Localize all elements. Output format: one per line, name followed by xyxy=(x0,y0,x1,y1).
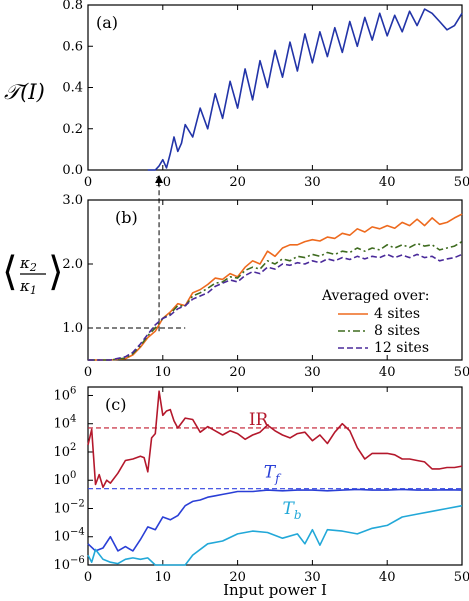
panel-c-ytick-label-6: 10 xyxy=(53,388,70,403)
panel-b-xtick-label-3: 30 xyxy=(304,365,321,380)
panel-b-ytick-label-1: 2.0 xyxy=(62,257,83,272)
panel-a-tag: (a) xyxy=(96,13,118,32)
panel-a-lines xyxy=(147,8,463,171)
panel-b-xtick-label-1: 10 xyxy=(155,365,172,380)
panel-a-ylabel: 𝒯(I) xyxy=(4,80,45,104)
panel-c-ytick-label-0: 10 xyxy=(53,558,70,573)
panel-a-xtick-label-2: 20 xyxy=(229,175,246,190)
panel-c-lines xyxy=(87,390,463,566)
panel-b-xtick-label-2: 20 xyxy=(229,365,246,380)
panel-a-xtick-label-3: 30 xyxy=(304,175,321,190)
panel-c-ytick-exp-4: 2 xyxy=(70,442,76,453)
panel-c-xtick-label-1: 10 xyxy=(155,570,172,585)
panel-a-xtick-label-4: 40 xyxy=(379,175,396,190)
panel-b-ytick-label-2: 3.0 xyxy=(62,193,83,208)
panel-c-ytick-exp-5: 4 xyxy=(70,414,76,425)
panel-c-series-0 xyxy=(87,390,463,489)
panel-c-series-2 xyxy=(87,504,463,566)
panel-c-ytick-exp-3: 0 xyxy=(70,470,76,481)
panel-c-ytick-label-3: 10 xyxy=(53,473,70,488)
panel-b-series-0 xyxy=(88,213,463,361)
legend-title: Averaged over: xyxy=(321,288,429,304)
panel-c-frame xyxy=(87,386,463,566)
panel-a: (a) 𝒯(I) 0 10 20 30 40 500.00.20.40.60.8 xyxy=(4,0,469,190)
panel-a-ytick-label-0: 0.0 xyxy=(62,163,83,178)
panel-b-arrowhead-1 xyxy=(155,175,164,183)
panel-b-tag: (b) xyxy=(115,208,138,227)
panel-c-series-label-sub-2: b xyxy=(294,508,302,522)
panel-c-xlabel: Input power I xyxy=(223,581,327,599)
panel-b-series-1 xyxy=(88,240,463,361)
panel-b-ticks: 0 10 20 30 40 50 1.0 2.0 3.0 xyxy=(62,193,469,380)
panel-c-ytick-exp-6: 6 xyxy=(70,385,76,396)
panel-a-series-0 xyxy=(147,8,463,171)
panel-c-xtick-label-5: 50 xyxy=(454,570,469,585)
panel-c-ytick-exp-2: −2 xyxy=(70,498,85,509)
panel-c-ytick-label-1: 10 xyxy=(53,530,70,545)
legend-label-0: 4 sites xyxy=(374,306,420,322)
panel-b-annotations xyxy=(88,175,186,332)
panel-b-xtick-label-5: 50 xyxy=(454,365,469,380)
panel-b-ylabel-numerator: κ2 xyxy=(19,254,37,274)
panel-b-lines xyxy=(88,213,463,361)
panel-b-frame xyxy=(87,199,463,361)
panel-c-series-1 xyxy=(87,488,463,552)
panel-b-ytick-label-0: 1.0 xyxy=(62,321,83,336)
panel-c-tag: (c) xyxy=(105,395,126,414)
panel-c-ytick-label-4: 10 xyxy=(53,445,70,460)
panel-b-xtick-label-0: 0 xyxy=(84,365,92,380)
panel-c-ytick-label-2: 10 xyxy=(53,501,70,516)
panel-b-ylabel-left-bracket: ⟨ xyxy=(2,249,18,295)
panel-a-xtick-label-5: 50 xyxy=(454,175,469,190)
panel-a-frame xyxy=(87,4,463,171)
panel-b-series-2 xyxy=(88,253,463,361)
legend-label-2: 12 sites xyxy=(374,340,429,356)
panel-a-ytick-label-1: 0.2 xyxy=(62,122,83,137)
panel-c-ytick-exp-0: −6 xyxy=(70,555,85,566)
legend-label-1: 8 sites xyxy=(374,323,420,339)
panel-a-xtick-label-0: 0 xyxy=(84,175,92,190)
panel-c-series-label-2: Tb xyxy=(282,499,301,522)
panel-a-ytick-label-3: 0.6 xyxy=(62,39,83,54)
panel-b-xtick-label-4: 40 xyxy=(379,365,396,380)
panel-c-reference-lines xyxy=(88,427,462,490)
panel-b-ylabel: ⟨ κ2 κ1 ⟩ xyxy=(2,249,64,297)
panel-c-xtick-label-4: 40 xyxy=(379,570,396,585)
panel-a-ticks: 0 10 20 30 40 500.00.20.40.60.8 xyxy=(62,0,469,190)
panel-c-series-label-1: Tf xyxy=(264,462,282,485)
panel-b: (b) ⟨ κ2 κ1 ⟩ 0 10 20 30 40 50 1.0 2.0 3.0 Avera… xyxy=(2,175,469,380)
panel-a-ytick-label-2: 0.4 xyxy=(62,81,83,96)
panel-a-ytick-label-4: 0.8 xyxy=(62,0,83,13)
panel-b-ylabel-right-bracket: ⟩ xyxy=(48,249,64,295)
panel-c-ytick-label-5: 10 xyxy=(53,417,70,432)
panel-c-xtick-label-0: 0 xyxy=(84,570,92,585)
panel-b-ylabel-denominator: κ1 xyxy=(19,277,37,297)
panel-c-ytick-exp-1: −4 xyxy=(70,527,85,538)
panel-c-xtick-label-2: 20 xyxy=(229,570,246,585)
panel-c-series-label-sub-1: f xyxy=(274,471,282,485)
panel-c-xtick-label-3: 30 xyxy=(304,570,321,585)
panel-c-series-label-0: IR xyxy=(249,410,270,430)
